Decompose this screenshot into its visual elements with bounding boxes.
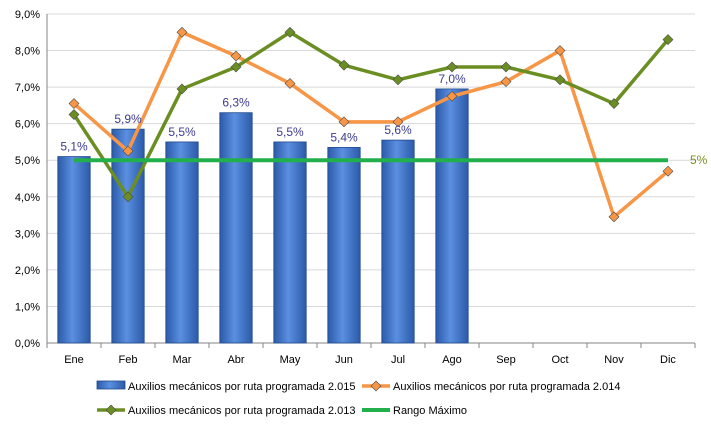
series-point — [392, 74, 404, 86]
series-point — [392, 116, 404, 128]
bar — [435, 88, 469, 344]
x-tick-label: Feb — [119, 354, 138, 366]
bar — [57, 156, 91, 344]
series-point — [554, 74, 566, 86]
end-label: 5% — [690, 153, 708, 167]
series-point — [500, 61, 512, 73]
y-axis: 0,0% 1,0% 2,0% 3,0% 4,0% 5,0% 6,0% 7,0% 8,0% 9,0% — [15, 9, 48, 350]
x-tick-label: Abr — [227, 354, 244, 366]
x-tick-label: Oct — [551, 354, 568, 366]
series-line — [72, 30, 670, 219]
data-label: 5,5% — [168, 125, 196, 139]
x-tick-label: Nov — [604, 354, 624, 366]
x-tick-label: Ene — [64, 354, 84, 366]
line-series — [68, 26, 674, 223]
x-axis: Ene Feb Mar Abr May Jun Jul Ago Sep Oct Nov Dic — [46, 343, 696, 366]
series-point — [608, 98, 620, 109]
series-point — [176, 26, 188, 38]
series-point — [662, 34, 674, 46]
legend-label: Rango Máximo — [393, 405, 467, 417]
series-point — [230, 61, 242, 73]
data-label: 6,3% — [222, 96, 250, 110]
series-point — [230, 50, 242, 62]
legend: Auxilios mecánicos por ruta programada 2… — [96, 380, 620, 417]
data-label: 5,1% — [60, 140, 88, 154]
bar — [219, 112, 253, 344]
bar-series — [57, 88, 469, 344]
x-tick-label: Ago — [442, 354, 462, 366]
legend-marker — [105, 404, 117, 416]
bar — [327, 147, 361, 344]
series-point — [662, 165, 674, 177]
legend-label: Auxilios mecánicos por ruta programada 2… — [128, 381, 355, 393]
series-point — [284, 78, 296, 89]
series-point — [500, 76, 512, 88]
series-point — [554, 45, 566, 56]
x-tick-label: Dic — [660, 354, 676, 366]
y-tick-label: 5,0% — [15, 155, 40, 167]
y-tick-label: 2,0% — [15, 265, 40, 277]
series-point — [608, 211, 620, 223]
data-label: 5,6% — [384, 123, 412, 137]
data-label: 5,5% — [276, 125, 304, 139]
legend-label: Auxilios mecánicos por ruta programada 2… — [393, 381, 620, 393]
x-tick-label: Jul — [391, 354, 405, 366]
series-point — [338, 59, 350, 71]
x-tick-label: Jun — [335, 354, 353, 366]
series-point — [176, 83, 188, 95]
y-tick-label: 3,0% — [15, 228, 40, 240]
series-point — [68, 98, 80, 109]
x-tick-label: Sep — [496, 354, 516, 366]
series-point — [68, 109, 80, 120]
data-label: 5,4% — [330, 130, 358, 144]
bar — [273, 141, 307, 344]
legend-swatch — [96, 380, 126, 390]
series-point — [284, 26, 296, 38]
legend-label: Auxilios mecánicos por ruta programada 2… — [128, 405, 355, 417]
y-tick-label: 4,0% — [15, 192, 40, 204]
series-point — [338, 116, 350, 128]
data-labels: 5,1% 5,9% 5,5% 6,3% 5,5% 5,4% 5,6% 7,0% 5% — [60, 72, 707, 167]
series-point — [446, 61, 458, 73]
y-tick-label: 7,0% — [15, 82, 40, 94]
series-line — [72, 30, 670, 199]
bar — [165, 141, 199, 344]
x-tick-label: May — [280, 354, 301, 366]
series-point — [122, 145, 134, 157]
y-tick-label: 9,0% — [15, 9, 40, 21]
series-point — [122, 191, 134, 203]
bar — [381, 139, 415, 344]
series-point — [446, 90, 458, 102]
x-tick-label: Mar — [173, 354, 192, 366]
data-label: 7,0% — [438, 72, 466, 86]
bar — [111, 128, 145, 344]
y-tick-label: 1,0% — [15, 301, 40, 313]
y-tick-label: 8,0% — [15, 46, 40, 58]
legend-marker — [370, 380, 382, 392]
y-tick-label: 6,0% — [15, 119, 40, 131]
y-tick-label: 0,0% — [15, 338, 40, 350]
data-label: 5,9% — [114, 112, 142, 126]
